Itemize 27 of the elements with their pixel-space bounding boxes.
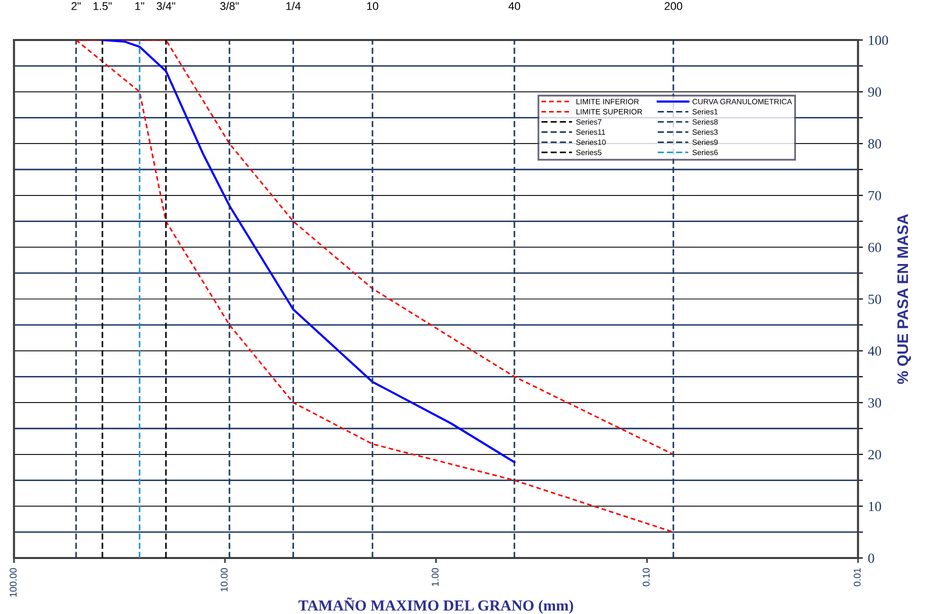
y-tick-label: 70 xyxy=(868,190,882,200)
annotation: 40 xyxy=(508,2,520,10)
x-tick-label: 1.00 xyxy=(432,568,439,586)
annotation: 10 xyxy=(367,2,378,10)
annotation: 2" xyxy=(72,2,81,10)
x-tick-label: 100.00 xyxy=(10,568,17,597)
annotation: 200 xyxy=(664,2,682,10)
x-axis-title: TAMAÑO MAXIMO DEL GRANO (mm) xyxy=(298,597,574,614)
x-tick-label: 0.10 xyxy=(642,568,650,586)
annotation: 3/8" xyxy=(220,2,239,10)
y-axis-title: % QUE PASA EN MASA xyxy=(897,214,911,384)
annotation: 3/4" xyxy=(156,2,176,10)
y-tick-label: 30 xyxy=(868,398,882,408)
y-tick-label: 10 xyxy=(868,502,882,512)
y-tick-label: 60 xyxy=(868,242,882,252)
x-tick-label: 10.00 xyxy=(220,568,228,592)
annotation: 1/4 xyxy=(286,2,301,10)
y-tick-label: 50 xyxy=(868,294,882,304)
y-tick-label: 100 xyxy=(868,36,888,45)
y-tick-label: 40 xyxy=(868,346,882,356)
y-tick-label: 20 xyxy=(868,450,882,460)
y-tick-label: 0 xyxy=(868,554,874,563)
annotation: 1.5" xyxy=(94,2,112,10)
y-tick-label: 80 xyxy=(868,139,882,149)
annotation: 1" xyxy=(135,2,144,10)
x-tick-label: 0.01 xyxy=(854,568,861,586)
y-tick-label: 90 xyxy=(868,87,882,97)
